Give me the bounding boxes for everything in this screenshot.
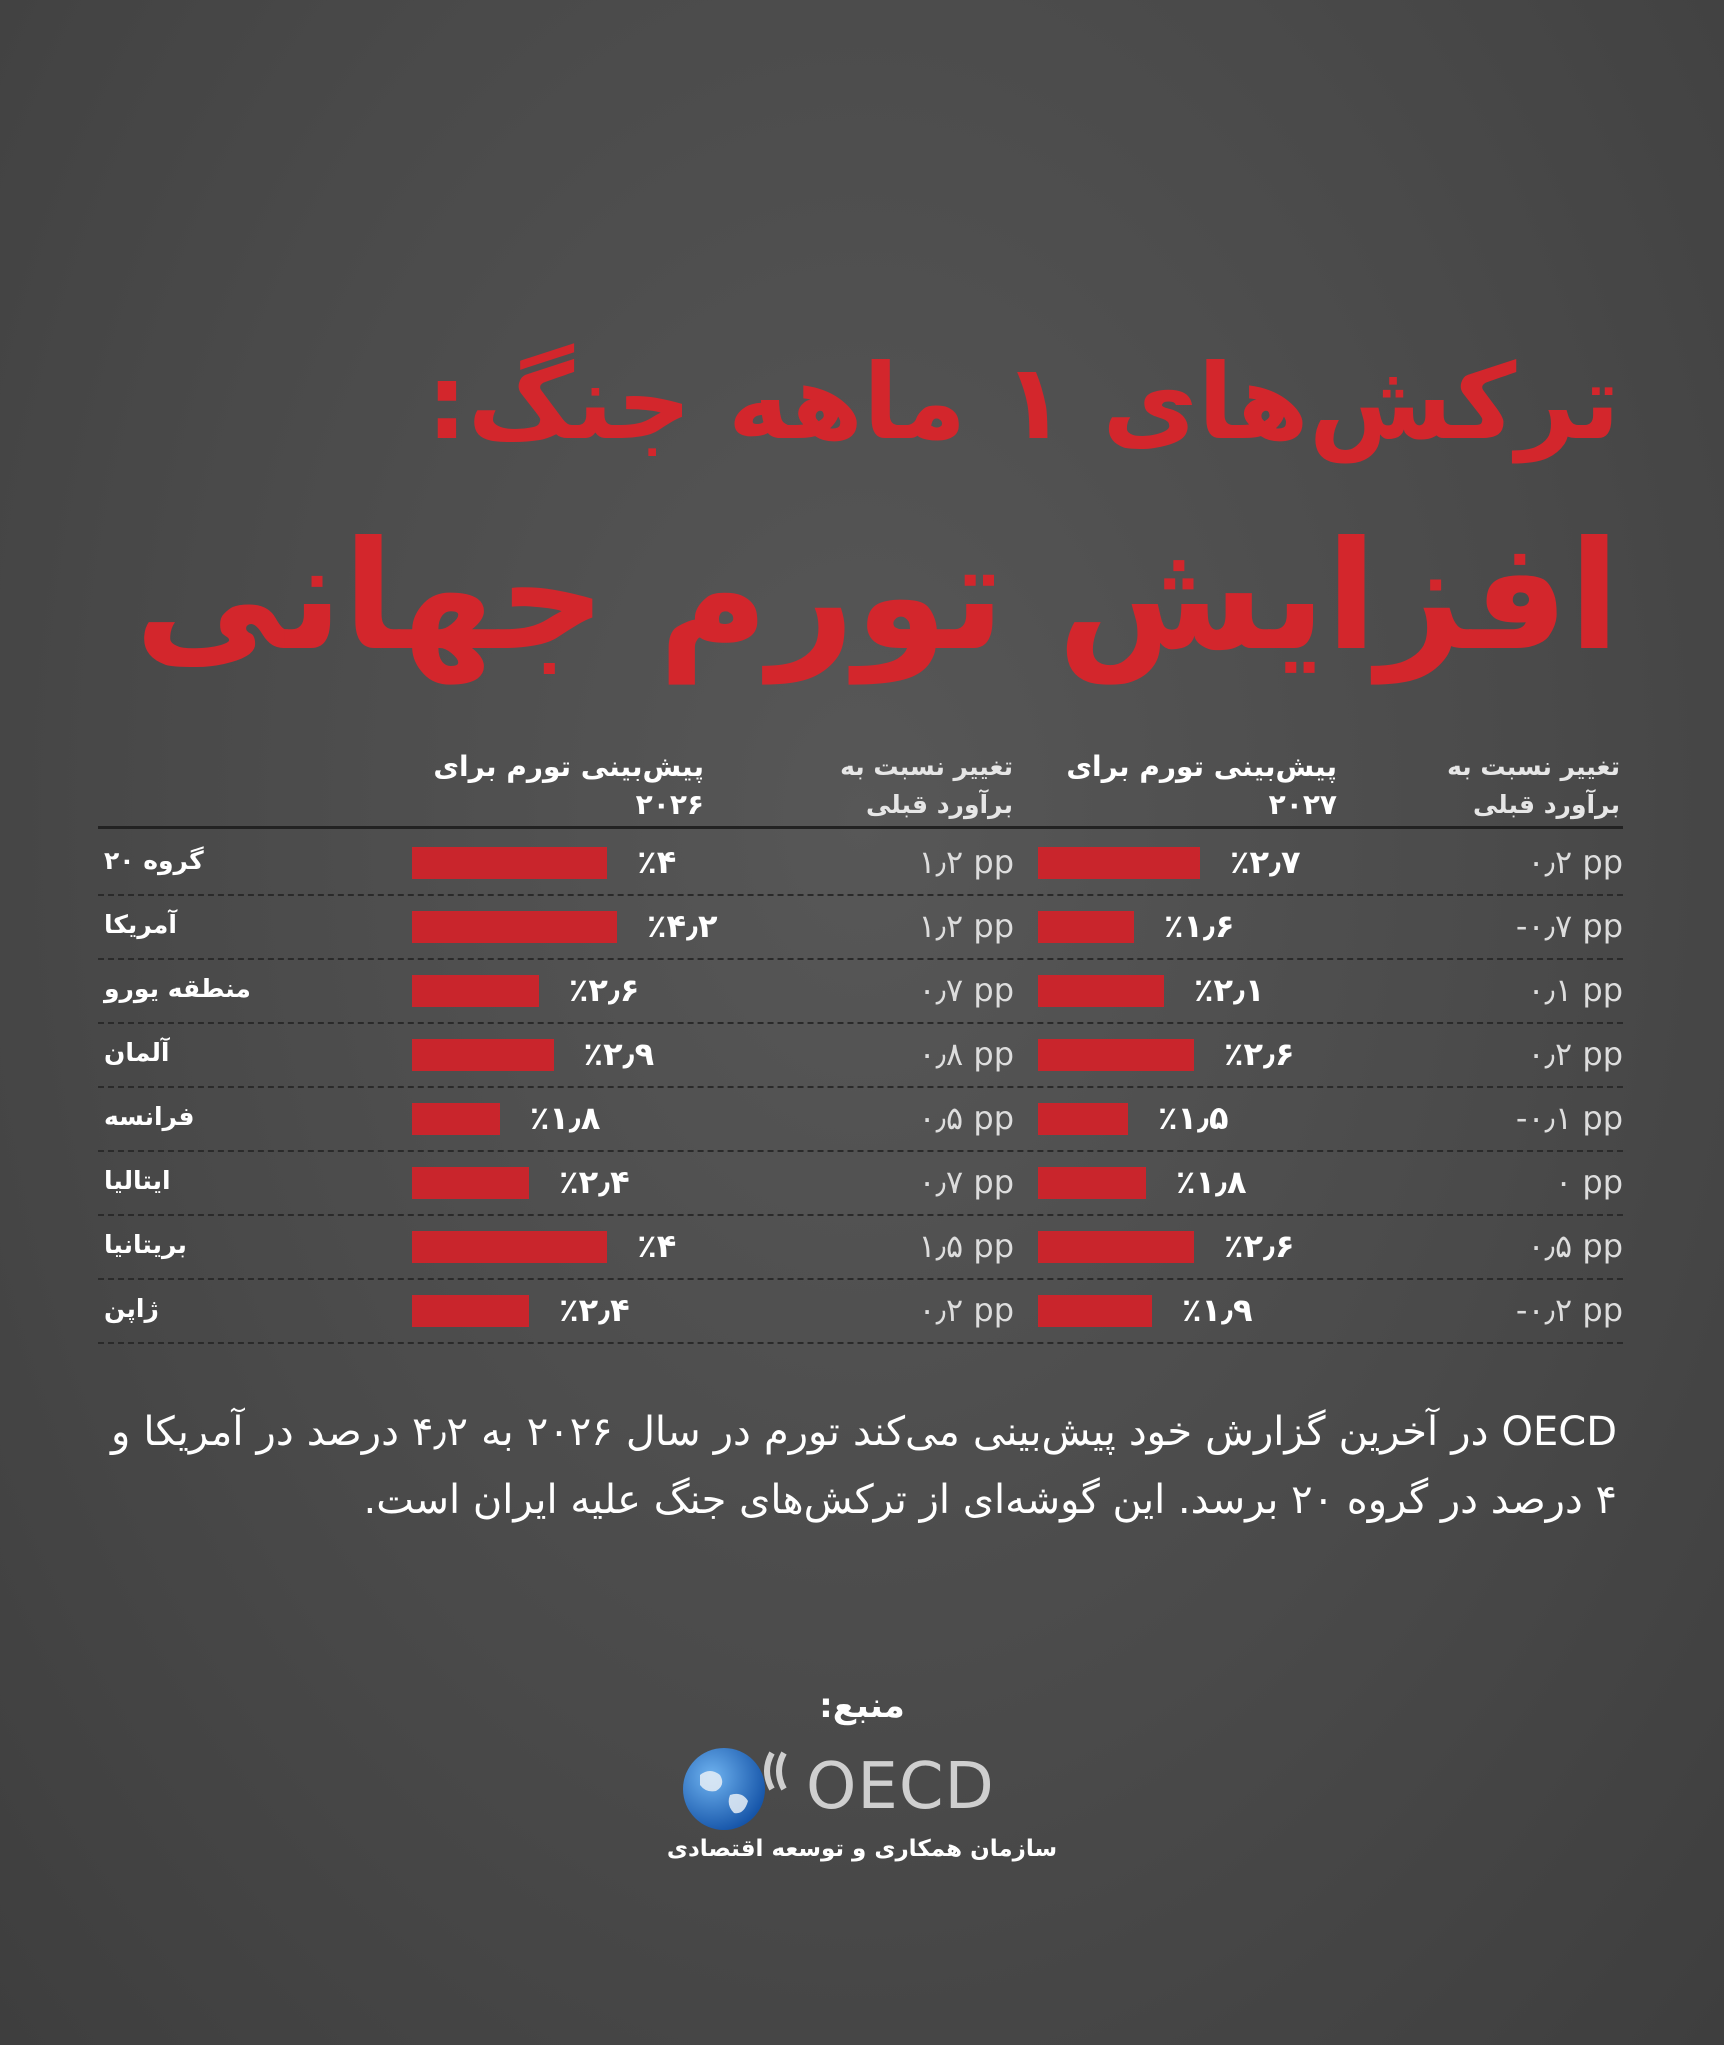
header-line: پیش‌بینی تورم برای [1066, 750, 1337, 783]
country-label: آمریکا [104, 910, 177, 939]
bar [412, 1295, 530, 1327]
value-label: ٪۲٫۴ [559, 1291, 630, 1329]
change-label: ۰٫۷ pp [918, 971, 1014, 1009]
change-label: ۱٫۲ pp [918, 843, 1014, 881]
bar [412, 911, 617, 943]
bar [1038, 1231, 1194, 1263]
header-line: ۲۰۲۶ [635, 788, 704, 821]
row-separator [98, 1022, 1623, 1024]
header-change-2026: تغییر نسبت به برآورد قبلی [840, 748, 1013, 824]
country-label: ژاپن [104, 1294, 159, 1323]
change-label: ۱٫۵ pp [918, 1227, 1014, 1265]
row-separator [98, 1150, 1623, 1152]
bar [412, 975, 539, 1007]
bar [1038, 975, 1164, 1007]
row-separator [98, 894, 1623, 896]
country-label: ایتالیا [104, 1166, 171, 1195]
subtitle: افزایش تورم جهانی [134, 510, 1620, 684]
source-label: منبع: [819, 1686, 905, 1726]
row-separator [98, 958, 1623, 960]
bar [1038, 911, 1134, 943]
value-label: ٪۴ [637, 843, 677, 881]
change-label: ۰٫۲ pp [918, 1291, 1014, 1329]
row-separator [98, 1214, 1623, 1216]
change-label: ۰٫۵ pp [918, 1099, 1014, 1137]
value-label: ٪۱٫۶ [1164, 907, 1235, 945]
bar [1038, 847, 1200, 879]
country-label: آلمان [104, 1038, 170, 1067]
change-label: ۱٫۲ pp [918, 907, 1014, 945]
country-label: منطقه یورو [104, 974, 251, 1003]
value-label: ٪۲٫۹ [583, 1035, 655, 1073]
change-label: ۰٫۵ pp [1527, 1227, 1623, 1265]
change-label: ۰ pp [1555, 1163, 1623, 1201]
header-line: ۲۰۲۷ [1268, 788, 1337, 821]
oecd-caption: سازمان همکاری و توسعه اقتصادی [666, 1836, 1058, 1862]
oecd-logo-text: OECD [806, 1750, 995, 1824]
title: ترکش‌های ۱ ماهه جنگ: [426, 341, 1620, 463]
change-label: ۰٫۷ pp [918, 1163, 1014, 1201]
value-label: ٪۴٫۲ [647, 907, 718, 945]
change-label: -۰٫۲ pp [1515, 1291, 1623, 1329]
header-rule [98, 826, 1623, 829]
header-line: تغییر نسبت به [1447, 752, 1620, 781]
value-label: ٪۱٫۸ [1176, 1163, 1247, 1201]
bar [412, 847, 608, 879]
country-label: فرانسه [104, 1102, 195, 1131]
bar [1038, 1103, 1128, 1135]
header-line: برآورد قبلی [865, 790, 1013, 819]
value-label: ٪۱٫۸ [529, 1099, 601, 1137]
value-label: ٪۴ [637, 1227, 677, 1265]
value-label: ٪۲٫۶ [568, 971, 640, 1009]
header-change-2027: تغییر نسبت به برآورد قبلی [1447, 748, 1620, 824]
value-label: ٪۲٫۶ [1224, 1227, 1295, 1265]
country-label: بریتانیا [104, 1230, 187, 1259]
bar [1038, 1039, 1194, 1071]
header-forecast-2027: پیش‌بینی تورم برای ۲۰۲۷ [1066, 748, 1337, 824]
value-label: ٪۲٫۱ [1194, 971, 1265, 1009]
header-line: برآورد قبلی [1472, 790, 1620, 819]
bar [412, 1231, 608, 1263]
country-label: گروه ۲۰ [104, 846, 204, 875]
row-separator [98, 1278, 1623, 1280]
header-line: پیش‌بینی تورم برای [433, 750, 704, 783]
row-separator [98, 1342, 1623, 1344]
bar [1038, 1295, 1152, 1327]
oecd-logo-mark [683, 1748, 787, 1830]
row-separator [98, 1086, 1623, 1088]
header-forecast-2026: پیش‌بینی تورم برای ۲۰۲۶ [433, 748, 704, 824]
change-label: -۰٫۱ pp [1515, 1099, 1623, 1137]
value-label: ٪۲٫۷ [1230, 843, 1301, 881]
bar [412, 1039, 554, 1071]
description: OECD در آخرین گزارش خود پیش‌بینی می‌کند … [111, 1409, 1617, 1523]
value-label: ٪۲٫۴ [559, 1163, 630, 1201]
change-label: ۰٫۱ pp [1527, 971, 1623, 1009]
change-label: ۰٫۲ pp [1527, 1035, 1623, 1073]
change-label: ۰٫۸ pp [918, 1035, 1014, 1073]
bar [412, 1103, 500, 1135]
value-label: ٪۱٫۵ [1158, 1099, 1229, 1137]
header-line: تغییر نسبت به [840, 752, 1013, 781]
change-label: ۰٫۲ pp [1527, 843, 1623, 881]
value-label: ٪۱٫۹ [1182, 1291, 1253, 1329]
value-label: ٪۲٫۶ [1224, 1035, 1295, 1073]
bar [1038, 1167, 1146, 1199]
change-label: -۰٫۷ pp [1515, 907, 1623, 945]
bar [412, 1167, 530, 1199]
